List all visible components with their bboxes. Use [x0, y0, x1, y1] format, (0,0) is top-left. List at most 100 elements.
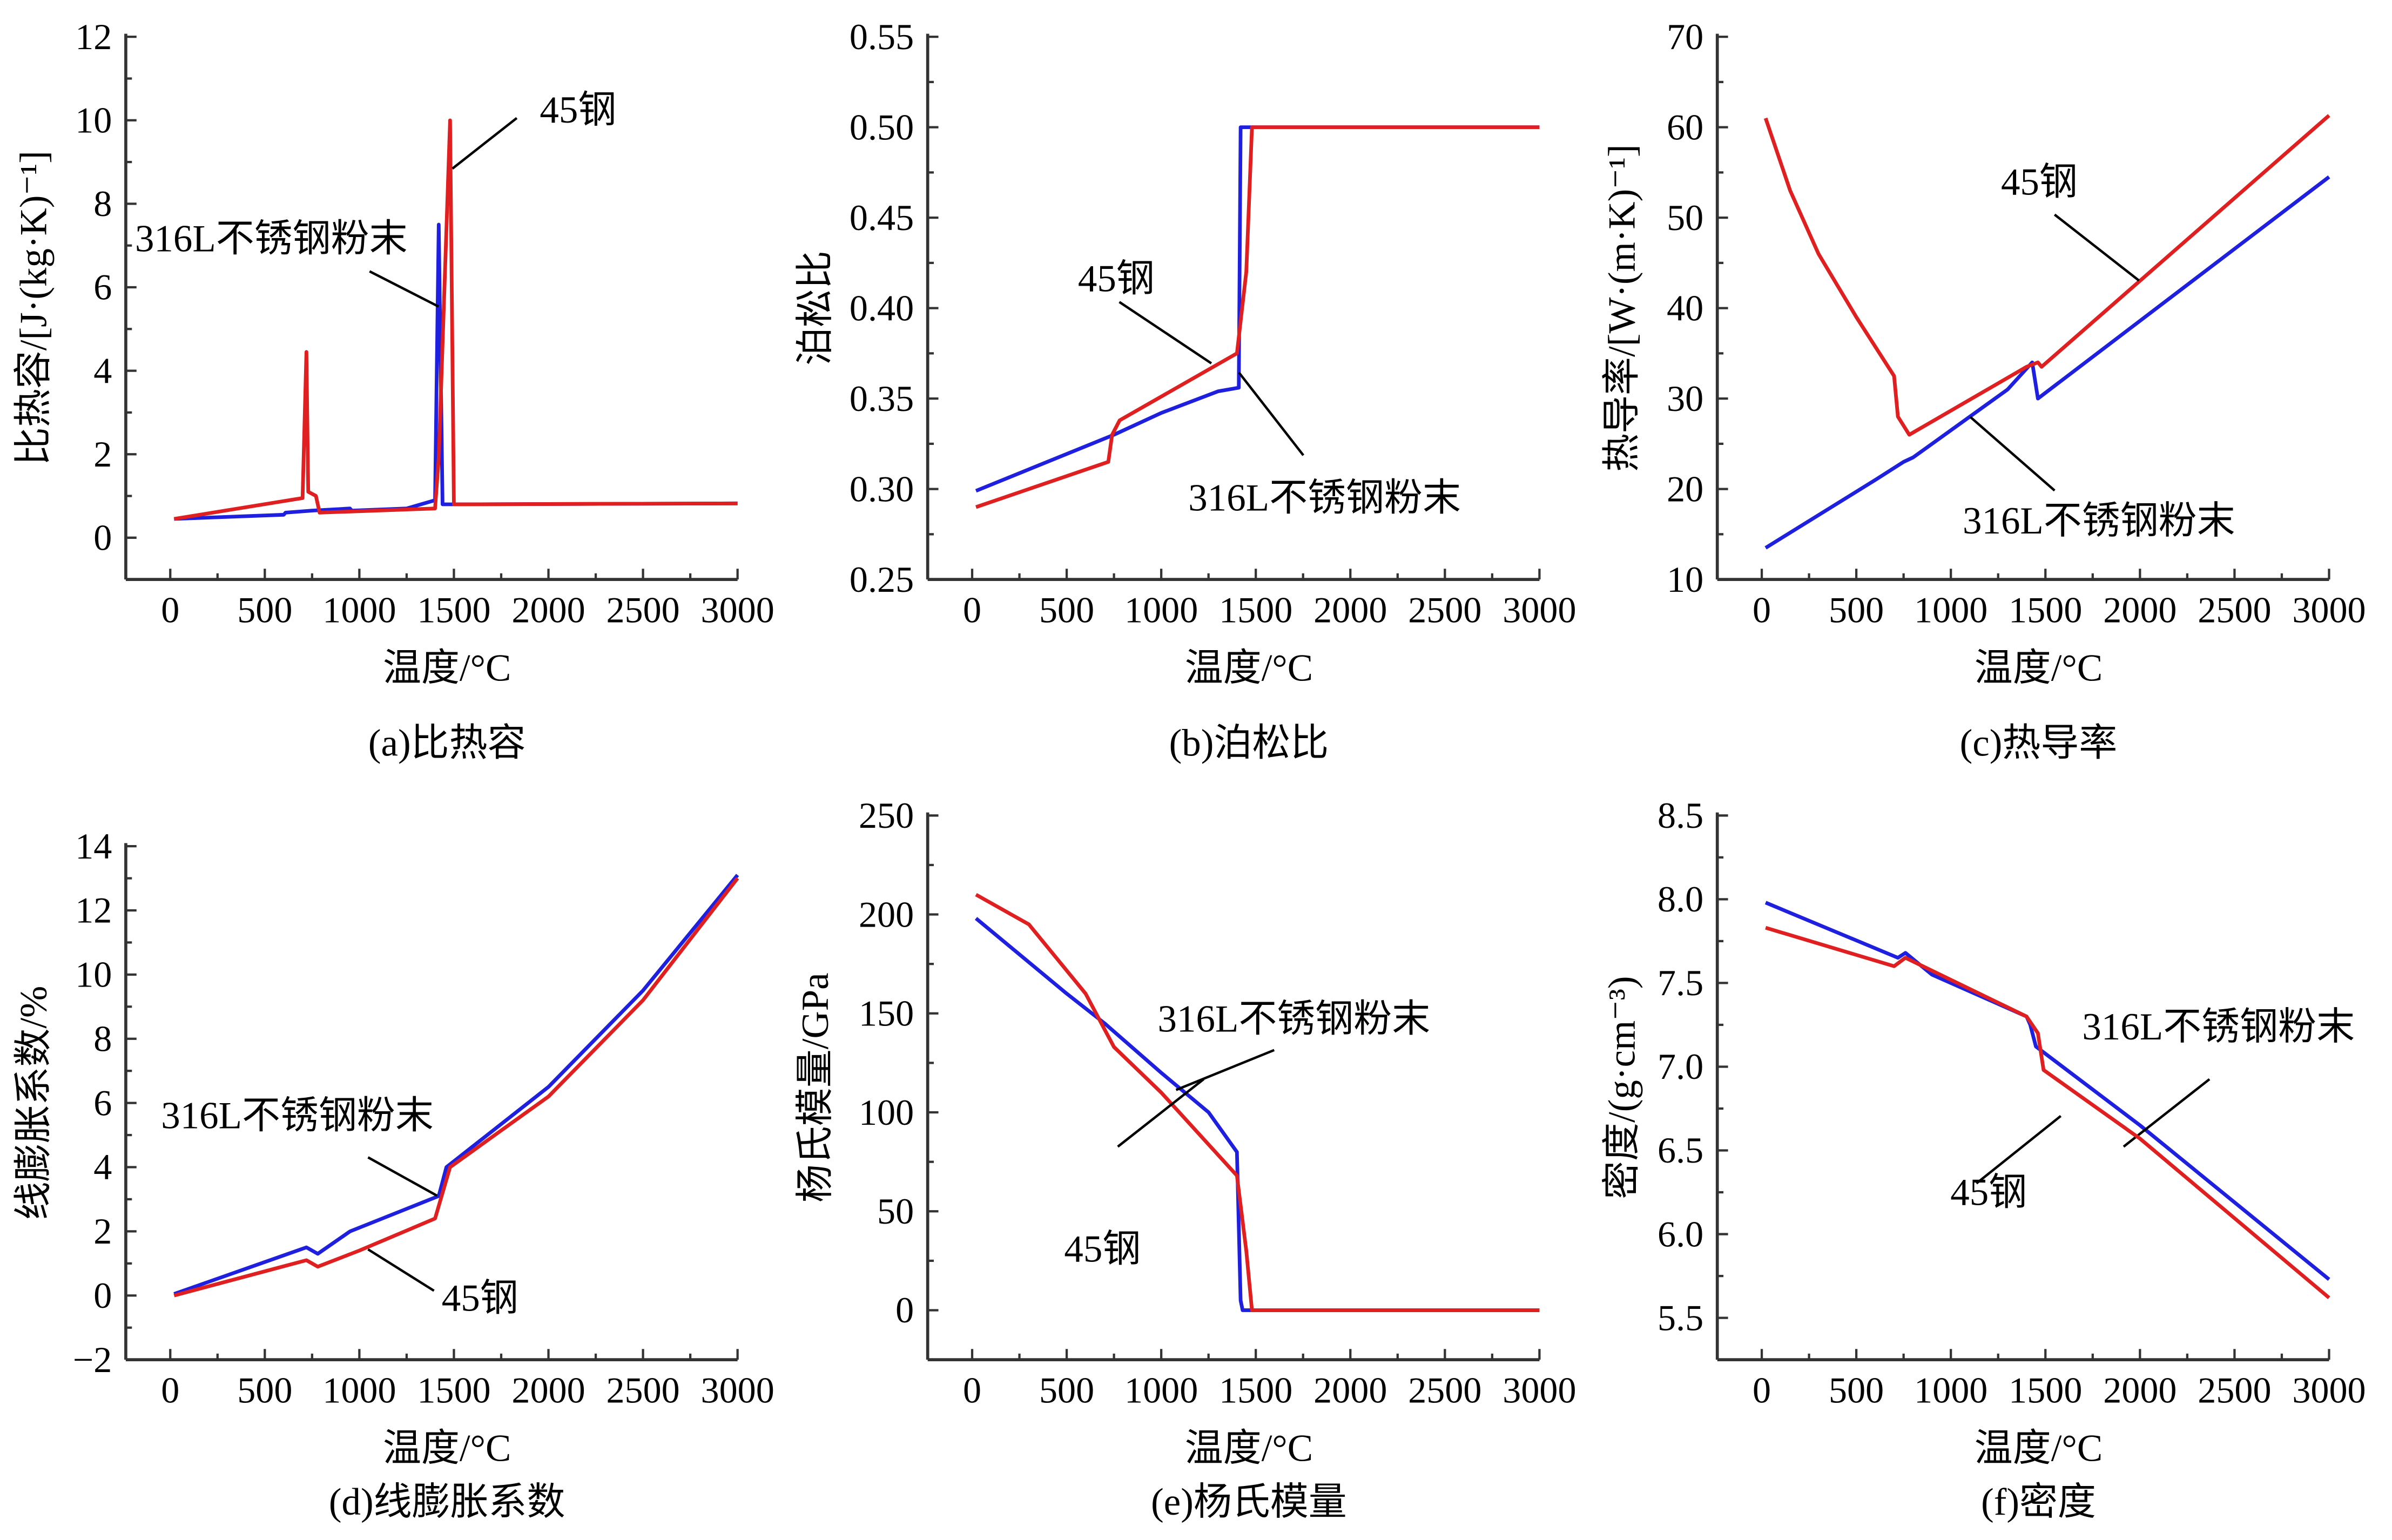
x-axis-label: 温度/°C: [1975, 1428, 2103, 1470]
y-axis-label: 杨氏模量/GPa: [794, 972, 837, 1203]
y-tick-label: 0: [895, 1289, 914, 1330]
x-tick-label: 1000: [1124, 590, 1198, 631]
series-line-45: [1765, 926, 2330, 1300]
annotation-label: 45钢: [540, 89, 616, 131]
x-tick-label: 1500: [2009, 1370, 2082, 1411]
y-tick-label: 8.5: [1657, 795, 1703, 836]
y-tick-label: 30: [1667, 378, 1703, 419]
annotation-label: 45钢: [1950, 1171, 2027, 1213]
y-tick-label: 0.50: [850, 106, 914, 147]
x-tick-label: 1000: [322, 590, 396, 631]
y-tick-label: 20: [1667, 468, 1703, 509]
x-tick-label: 3000: [1502, 590, 1576, 631]
annotation-leader-line: [1238, 372, 1305, 456]
y-tick-label: 2: [93, 434, 112, 475]
y-tick-label: 10: [75, 954, 112, 995]
y-tick-label: 100: [859, 1092, 914, 1133]
y-tick-label: 250: [859, 795, 914, 836]
y-tick-label: 0.25: [850, 559, 914, 600]
caption: (a)比热容: [368, 722, 526, 765]
caption: (b)泊松比: [1169, 722, 1329, 765]
x-axis-label: 温度/°C: [383, 647, 511, 689]
x-tick-label: 0: [161, 590, 179, 631]
y-axis-label: 热导率/[W·(m·K)⁻¹]: [1601, 144, 1643, 472]
series-line-45: [975, 893, 1540, 1312]
x-tick-label: 2500: [2198, 590, 2271, 631]
x-tick-label: 0: [963, 590, 981, 631]
x-tick-label: 500: [1039, 590, 1094, 631]
x-axis-label: 温度/°C: [1975, 647, 2103, 689]
x-tick-label: 2000: [511, 1370, 585, 1411]
y-tick-label: 50: [1667, 197, 1703, 238]
chart-f: 0 500 1000 1500 2000 2500 3000 5.5 6.0 6.5 7.0 7.5 8…: [1601, 795, 2366, 1523]
chart-e: 0 500 1000 1500 2000 2500 3000 0 50 100 150 200 250 温…: [794, 795, 1576, 1523]
series-line-316L: [975, 125, 1540, 493]
annotation-leader-line: [452, 117, 518, 170]
annotation-label: 316L不锈钢粉末: [1963, 500, 2235, 542]
x-tick-label: 1000: [1914, 1370, 1987, 1411]
series-line-316L: [1764, 175, 2330, 550]
x-tick-label: 1500: [417, 1370, 490, 1411]
x-tick-label: 2000: [511, 590, 585, 631]
x-tick-label: 2000: [1313, 1370, 1387, 1411]
x-axis-label: 温度/°C: [383, 1428, 511, 1470]
y-tick-label: −2: [73, 1339, 112, 1380]
y-tick-label: 0.35: [850, 378, 914, 419]
annotation-label: 45钢: [2001, 161, 2078, 204]
y-tick-label: 40: [1667, 287, 1703, 328]
y-tick-label: 2: [93, 1211, 112, 1252]
x-tick-label: 3000: [2292, 1370, 2366, 1411]
y-tick-label: 12: [75, 16, 112, 57]
y-tick-label: 4: [93, 1146, 112, 1187]
y-tick-label: 0.30: [850, 468, 914, 509]
y-tick-label: 0: [93, 517, 112, 558]
x-axis-label: 温度/°C: [1185, 647, 1313, 689]
series-line-45: [173, 118, 738, 521]
y-tick-label: 70: [1667, 16, 1703, 57]
x-tick-label: 2000: [2103, 590, 2177, 631]
y-tick-label: 8.0: [1657, 879, 1703, 920]
chart-d: 0 500 1000 1500 2000 2500 3000 −2 0 2 4 6 8 10 12 14 温度/…: [12, 826, 774, 1523]
chart-a: 0 500 1000 1500 2000 2500 3000 0 2 4 6 8 10 12 温度/°C (a…: [12, 16, 774, 765]
y-tick-label: 7.0: [1657, 1046, 1703, 1087]
annotation-label: 45钢: [1078, 258, 1155, 300]
series-line-316L: [174, 222, 738, 521]
y-tick-label: 10: [75, 99, 112, 140]
annotation-label: 316L不锈钢粉末: [2082, 1006, 2355, 1048]
annotation-leader-line: [367, 1248, 435, 1292]
annotation-label: 316L不锈钢粉末: [161, 1095, 434, 1137]
y-tick-label: 6.5: [1657, 1130, 1703, 1171]
x-tick-label: 2500: [2198, 1370, 2271, 1411]
annotation-leader-line: [1976, 1115, 2062, 1185]
y-tick-label: 150: [859, 993, 914, 1034]
annotation-label: 316L不锈钢粉末: [135, 218, 408, 260]
y-tick-label: 60: [1667, 106, 1703, 147]
caption: (c)热导率: [1960, 722, 2118, 765]
annotation-label: 316L不锈钢粉末: [1158, 998, 1431, 1041]
x-tick-label: 1000: [322, 1370, 396, 1411]
x-tick-label: 2500: [1408, 1370, 1481, 1411]
annotation-leader-line: [1117, 1078, 1205, 1148]
x-tick-label: 500: [237, 1370, 292, 1411]
x-tick-label: 500: [1039, 1370, 1094, 1411]
caption: (f)密度: [1981, 1481, 2096, 1523]
x-tick-label: 1500: [417, 590, 490, 631]
series-line-45: [975, 125, 1540, 509]
x-tick-label: 3000: [2292, 590, 2366, 631]
chart-c: 0 500 1000 1500 2000 2500 3000 10 20 30 40 50 60 70 温度…: [1601, 16, 2366, 765]
x-tick-label: 500: [237, 590, 292, 631]
x-tick-label: 0: [1753, 590, 1771, 631]
x-tick-label: 1000: [1914, 590, 1987, 631]
y-tick-label: 8: [93, 183, 112, 224]
y-axis-label: 泊松比: [794, 251, 837, 366]
series-line-316L: [173, 874, 739, 1296]
x-tick-label: 2000: [1313, 590, 1387, 631]
y-axis-label: 线膨胀系数/%: [12, 986, 55, 1220]
y-tick-label: 4: [93, 350, 112, 391]
annotation-label: 316L不锈钢粉末: [1188, 477, 1461, 519]
chart-b: 0 500 1000 1500 2000 2500 3000 0.25 0.30 0.35 0.40…: [794, 16, 1576, 765]
x-tick-label: 3000: [701, 590, 774, 631]
caption: (d)线膨胀系数: [329, 1481, 565, 1523]
y-tick-label: 6: [93, 267, 112, 308]
